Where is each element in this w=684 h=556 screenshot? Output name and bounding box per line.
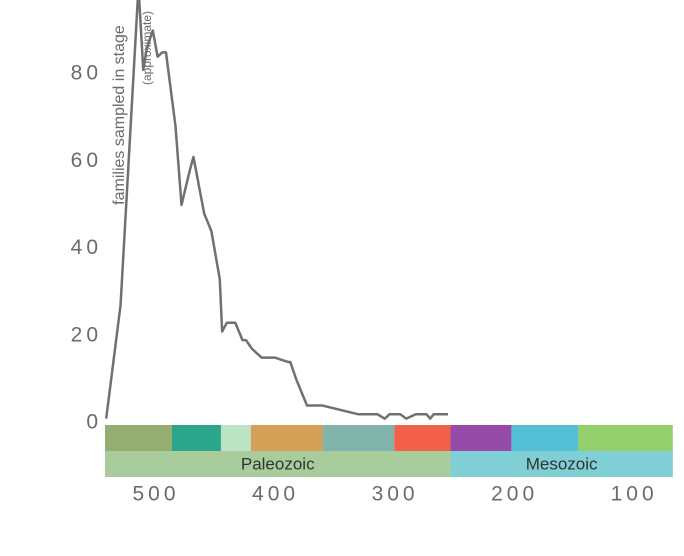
period-band (220, 425, 251, 451)
y-tick-label: 80 (71, 62, 102, 85)
period-band (511, 425, 579, 451)
era-label: Mesozoic (526, 454, 598, 473)
period-band (250, 425, 323, 451)
period-band (578, 425, 673, 451)
period-band (322, 425, 395, 451)
x-tick-label: 400 (252, 483, 299, 506)
y-axis-label: families sampled in stage (111, 25, 128, 205)
y-tick-label: 40 (71, 236, 102, 259)
period-band (171, 425, 221, 451)
plot-area (104, 0, 449, 420)
data-line (104, 0, 449, 420)
period-band (450, 425, 512, 451)
x-tick-label: 300 (372, 483, 419, 506)
x-tick-label: 200 (491, 483, 538, 506)
y-tick-label: 0 (86, 411, 102, 434)
x-tick-label: 100 (611, 483, 658, 506)
y-tick-label: 60 (71, 149, 102, 172)
era-band (105, 451, 451, 477)
period-band (105, 425, 172, 451)
era-band (450, 451, 673, 477)
era-label: Paleozoic (241, 454, 315, 473)
period-band (394, 425, 451, 451)
y-axis-note: (approximate) (140, 11, 154, 85)
x-tick-label: 500 (132, 483, 179, 506)
y-tick-label: 20 (71, 323, 102, 346)
